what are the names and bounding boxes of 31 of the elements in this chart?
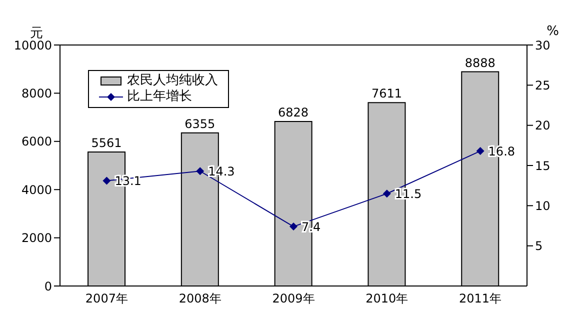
point xyxy=(476,147,484,156)
y-tick-label: 2000 xyxy=(21,231,52,246)
legend-label: 农民人均纯收入 xyxy=(127,73,218,89)
data-label: 5561 xyxy=(91,136,122,150)
y2-tick-label: 15 xyxy=(535,158,550,173)
y2-tick-label: 30 xyxy=(535,38,550,52)
y2-tick-label: 25 xyxy=(535,78,550,92)
point xyxy=(196,167,204,176)
x-tick-label: 2008年 xyxy=(178,292,222,306)
y-tick-label: 6000 xyxy=(21,134,52,149)
x-tick-label: 2011年 xyxy=(459,292,502,306)
x-tick-label: 2010年 xyxy=(366,292,408,306)
y2-tick-label: 10 xyxy=(535,198,550,213)
y2-tick-label: 5 xyxy=(535,239,543,254)
y2-tick-label: 20 xyxy=(535,118,550,133)
y-tick-label: 10000 xyxy=(14,38,52,52)
point xyxy=(290,222,298,231)
x-tick-label: 2007年 xyxy=(85,292,128,306)
y2-axis-title: % xyxy=(546,24,559,39)
data-label: 6355 xyxy=(184,116,216,131)
data-label: 7611 xyxy=(371,86,402,101)
legend-label: 比上年增长 xyxy=(127,89,192,105)
data-label: 8888 xyxy=(464,56,496,70)
point xyxy=(382,190,391,198)
data-label: 6828 xyxy=(278,105,309,120)
y-tick-label: 8000 xyxy=(21,86,52,100)
y-tick-label: 0 xyxy=(44,279,52,294)
y-tick-label: 4000 xyxy=(21,182,52,197)
x-tick-label: 2009年 xyxy=(272,292,315,306)
point xyxy=(102,176,111,185)
y-axis-title: 元 xyxy=(30,25,43,41)
